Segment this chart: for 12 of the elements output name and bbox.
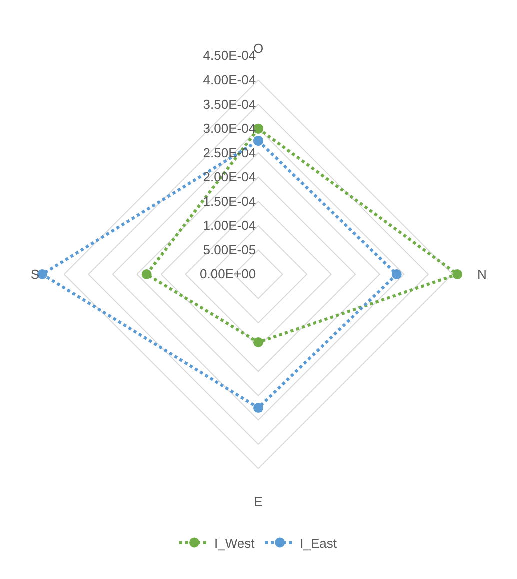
legend-label: I_East (300, 536, 338, 551)
y-tick-label: 2.00E-04 (203, 170, 256, 185)
legend-label: I_West (214, 536, 256, 551)
spoke-label: O (253, 40, 264, 56)
spoke-label: E (254, 494, 264, 510)
y-tick-label: 5.00E-05 (203, 242, 256, 258)
y-tick-label: 0.00E+00 (200, 266, 256, 282)
spoke-label: N (478, 267, 487, 282)
y-tick-label: 3.50E-04 (203, 96, 256, 112)
y-tick-label: 1.00E-04 (203, 218, 256, 234)
y-tick-label: 1.50E-04 (203, 194, 256, 209)
y-tick-label: 4.00E-04 (203, 72, 256, 88)
